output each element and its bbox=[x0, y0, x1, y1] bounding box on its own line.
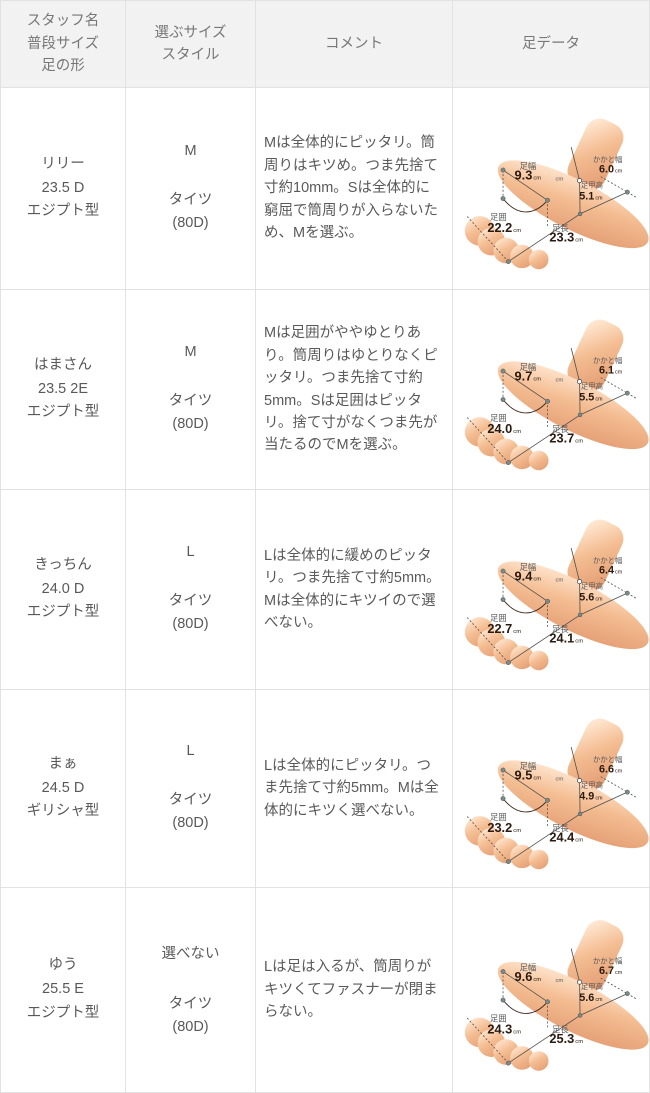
svg-text:24.0cm: 24.0cm bbox=[487, 421, 521, 436]
svg-text:6.4cm: 6.4cm bbox=[599, 565, 623, 577]
svg-text:6.1cm: 6.1cm bbox=[599, 365, 623, 377]
svg-text:6.7cm: 6.7cm bbox=[599, 965, 623, 977]
svg-text:22.2cm: 22.2cm bbox=[487, 220, 521, 235]
svg-text:6.0cm: 6.0cm bbox=[599, 164, 623, 176]
svg-text:6.6cm: 6.6cm bbox=[599, 764, 623, 776]
svg-text:24.3cm: 24.3cm bbox=[487, 1021, 521, 1036]
svg-text:23.2cm: 23.2cm bbox=[487, 820, 521, 835]
svg-text:22.7cm: 22.7cm bbox=[487, 621, 521, 636]
